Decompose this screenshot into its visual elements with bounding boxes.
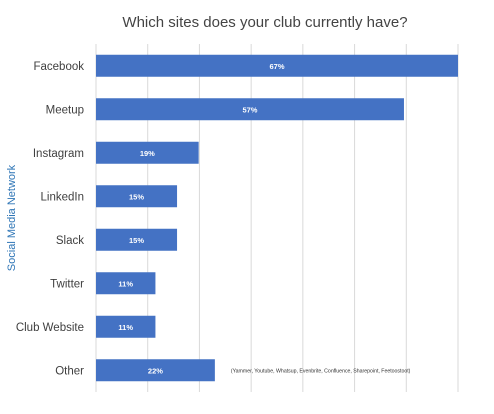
data-labels: 67% 57% 19% 15% 15% 11% 11% 22%: [118, 62, 284, 376]
bar: [96, 54, 458, 77]
category-label: Meetup: [46, 104, 84, 116]
annotations: (Yammer, Youtube, Whatsup, Evenbrite, Co…: [231, 368, 411, 374]
annotation: (Yammer, Youtube, Whatsup, Evenbrite, Co…: [231, 368, 411, 374]
bar: [96, 315, 156, 338]
chart-title: Which sites does your club currently hav…: [122, 14, 407, 31]
data-label: 11%: [118, 323, 133, 332]
category-labels: Facebook Meetup Instagram LinkedIn Slack Twit…: [16, 61, 84, 378]
bar: [96, 228, 178, 251]
data-label: 67%: [269, 62, 284, 71]
y-axis-label: Social Media Network: [6, 164, 18, 271]
category-label: Slack: [56, 235, 84, 247]
data-label: 22%: [148, 366, 163, 375]
data-label: 19%: [140, 149, 155, 158]
bar: [96, 359, 215, 382]
data-label: 57%: [242, 105, 257, 114]
category-label: Facebook: [33, 61, 84, 73]
bars: [96, 54, 458, 382]
category-label: LinkedIn: [41, 191, 84, 203]
bar: [96, 98, 404, 121]
category-label: Other: [55, 365, 84, 377]
data-label: 15%: [129, 236, 144, 245]
data-label: 15%: [129, 192, 144, 201]
data-label: 11%: [118, 279, 133, 288]
category-label: Twitter: [50, 278, 84, 290]
category-label: Instagram: [33, 148, 84, 160]
bar: [96, 185, 178, 208]
bar: [96, 272, 156, 295]
bar: [96, 141, 199, 164]
gridlines: [95, 44, 459, 392]
category-label: Club Website: [16, 322, 84, 334]
